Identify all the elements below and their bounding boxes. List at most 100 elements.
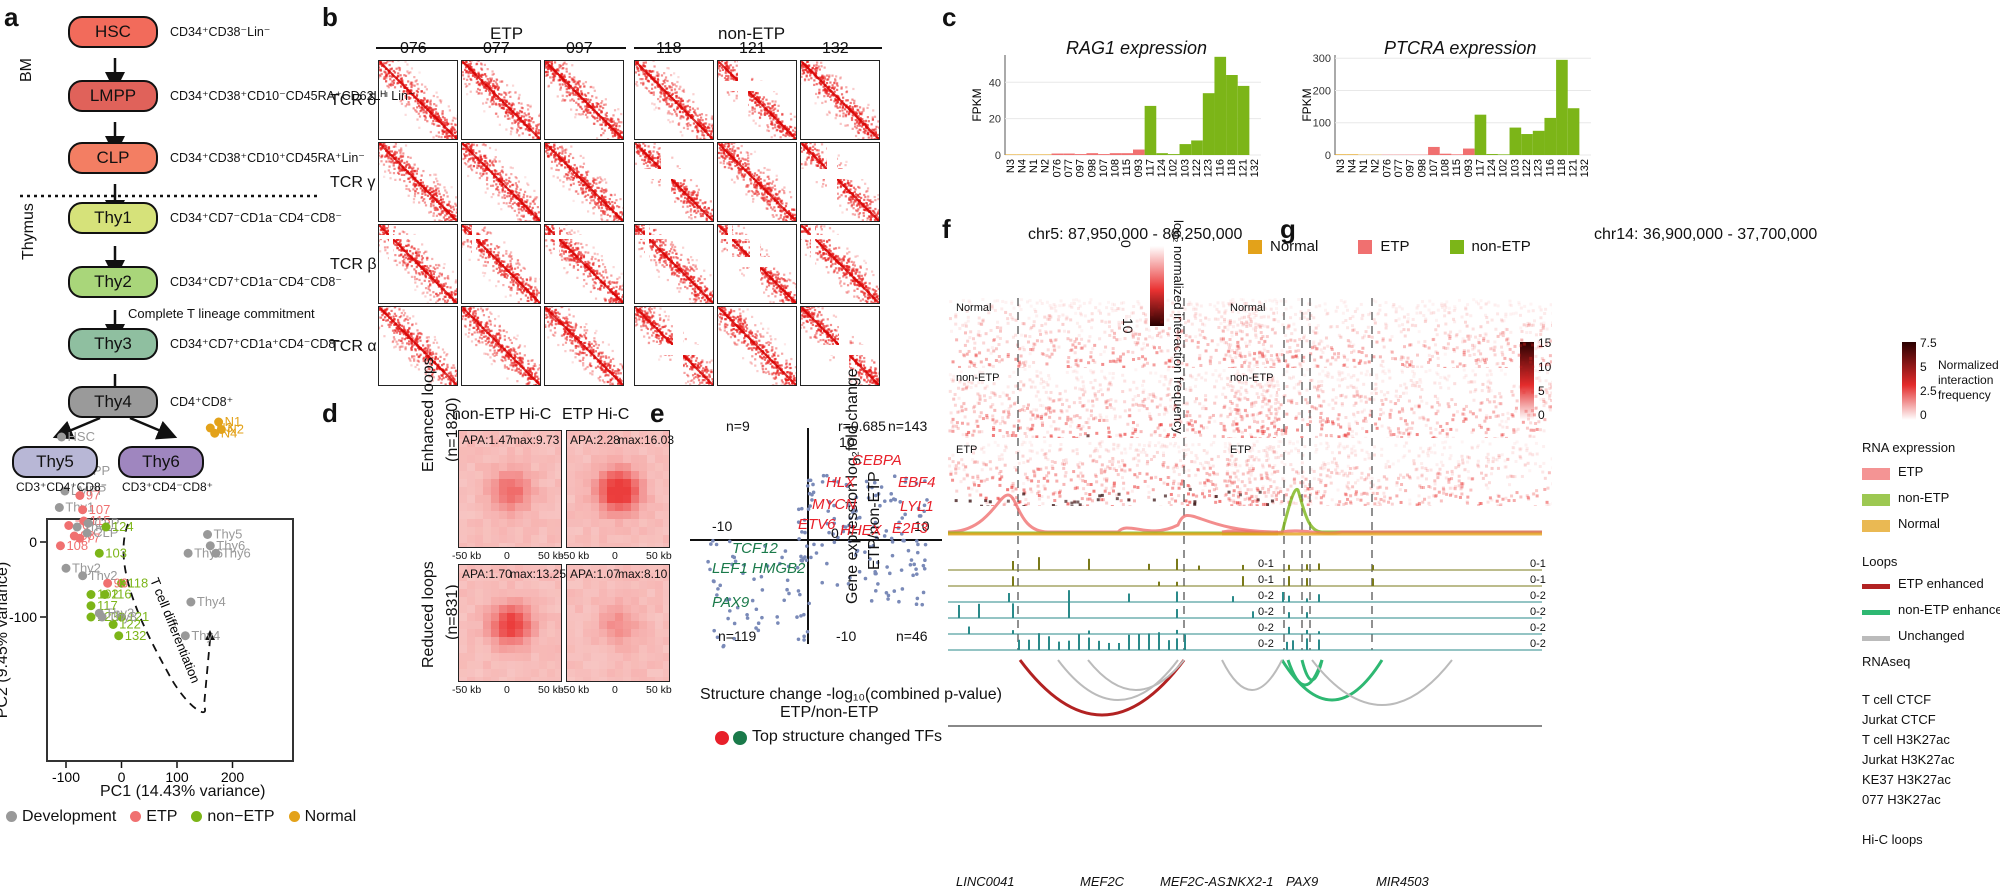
heatmap-px bbox=[464, 85, 468, 88]
heatmap-px bbox=[589, 290, 593, 293]
heatmap-px bbox=[505, 366, 509, 369]
heatmap-px bbox=[445, 118, 448, 121]
heatmap-px bbox=[443, 123, 447, 127]
heatmap-px bbox=[379, 232, 380, 235]
heatmap-px bbox=[498, 123, 501, 126]
heatmap-px bbox=[421, 344, 425, 347]
heatmap-px bbox=[424, 274, 427, 277]
heatmap-px bbox=[485, 352, 488, 356]
heatmap-px bbox=[611, 368, 614, 371]
heatmap-px bbox=[480, 251, 483, 254]
heatmap-px bbox=[503, 194, 506, 197]
heatmap-px bbox=[621, 303, 623, 304]
heatmap-px bbox=[548, 323, 551, 326]
heatmap-px bbox=[444, 302, 447, 303]
heatmap-px bbox=[568, 254, 571, 257]
heatmap-px bbox=[476, 166, 479, 169]
heatmap-px bbox=[604, 198, 607, 202]
tcr-heatmap-pixels bbox=[379, 307, 457, 385]
heatmap-px bbox=[546, 143, 549, 145]
heatmap-px bbox=[618, 218, 621, 221]
heatmap-px bbox=[528, 122, 531, 125]
heatmap-px bbox=[454, 289, 457, 293]
heatmap-px bbox=[387, 145, 391, 149]
heatmap-px bbox=[418, 251, 421, 254]
heatmap-px bbox=[398, 166, 401, 169]
heatmap-px bbox=[455, 208, 457, 211]
heatmap-px bbox=[414, 182, 417, 186]
heatmap-px bbox=[587, 91, 590, 95]
heatmap-px bbox=[604, 98, 607, 101]
pca-point bbox=[94, 548, 104, 558]
heatmap-px bbox=[411, 259, 414, 262]
heatmap-px bbox=[481, 329, 484, 332]
heatmap-px bbox=[431, 110, 434, 113]
heatmap-px bbox=[465, 225, 468, 228]
heatmap-px bbox=[439, 195, 443, 199]
heatmap-px bbox=[436, 266, 439, 270]
heatmap-px bbox=[477, 61, 480, 62]
heatmap-px bbox=[483, 156, 486, 159]
heatmap-px bbox=[600, 133, 603, 137]
pca-point-label: HSC bbox=[68, 429, 95, 444]
heatmap-px bbox=[435, 292, 438, 296]
heatmap-px bbox=[591, 114, 594, 117]
heatmap-px bbox=[525, 282, 528, 285]
heatmap-px bbox=[403, 260, 406, 264]
pca-point-label: Thy2 bbox=[89, 568, 118, 583]
heatmap-px bbox=[416, 93, 419, 96]
heatmap-px bbox=[576, 89, 580, 92]
heatmap-px bbox=[382, 318, 385, 321]
heatmap-px bbox=[617, 300, 621, 303]
heatmap-px bbox=[411, 168, 414, 171]
pca-point bbox=[54, 503, 64, 512]
heatmap-px bbox=[599, 177, 603, 181]
heatmap-px bbox=[384, 71, 387, 74]
heatmap-px bbox=[534, 364, 537, 368]
heatmap-px bbox=[432, 136, 435, 139]
heatmap-px bbox=[383, 246, 387, 249]
heatmap-px bbox=[610, 220, 613, 221]
heatmap-px bbox=[477, 245, 480, 248]
heatmap-px bbox=[496, 88, 500, 91]
heatmap-px bbox=[496, 344, 499, 347]
heatmap-px bbox=[548, 61, 551, 63]
heatmap-px bbox=[378, 250, 379, 252]
heatmap-px bbox=[556, 68, 559, 71]
heatmap-px bbox=[429, 264, 432, 268]
heatmap-px bbox=[503, 335, 506, 338]
heatmap-px bbox=[478, 150, 481, 153]
heatmap-px bbox=[394, 253, 397, 257]
heatmap-px bbox=[525, 118, 528, 122]
heatmap-px bbox=[385, 146, 388, 150]
heatmap-px bbox=[406, 264, 410, 267]
heatmap-px bbox=[379, 74, 382, 78]
heatmap-px bbox=[455, 196, 457, 199]
heatmap-px bbox=[559, 86, 563, 89]
heatmap-px bbox=[435, 134, 438, 137]
heatmap-px bbox=[389, 321, 392, 324]
heatmap-px bbox=[480, 63, 483, 66]
heatmap-px bbox=[560, 255, 563, 258]
heatmap-px bbox=[393, 226, 396, 229]
heatmap-px bbox=[576, 260, 580, 263]
heatmap-px bbox=[479, 172, 482, 175]
heatmap-px bbox=[598, 105, 602, 108]
heatmap-px bbox=[402, 314, 406, 317]
heatmap-px bbox=[444, 295, 447, 299]
heatmap-px bbox=[438, 124, 441, 127]
heatmap-px bbox=[485, 81, 489, 85]
heatmap-px bbox=[620, 211, 623, 214]
b-group-etp: ETP bbox=[490, 24, 524, 43]
heatmap-px bbox=[425, 88, 428, 91]
heatmap-px bbox=[468, 83, 471, 86]
heatmap-px bbox=[388, 325, 391, 329]
heatmap-px bbox=[570, 254, 573, 257]
heatmap-px bbox=[510, 268, 514, 271]
heatmap-px bbox=[409, 257, 412, 260]
heatmap-px bbox=[442, 210, 445, 213]
heatmap-px bbox=[515, 184, 518, 187]
heatmap-px bbox=[491, 160, 494, 163]
heatmap-px bbox=[478, 341, 481, 344]
heatmap-px bbox=[495, 112, 498, 115]
